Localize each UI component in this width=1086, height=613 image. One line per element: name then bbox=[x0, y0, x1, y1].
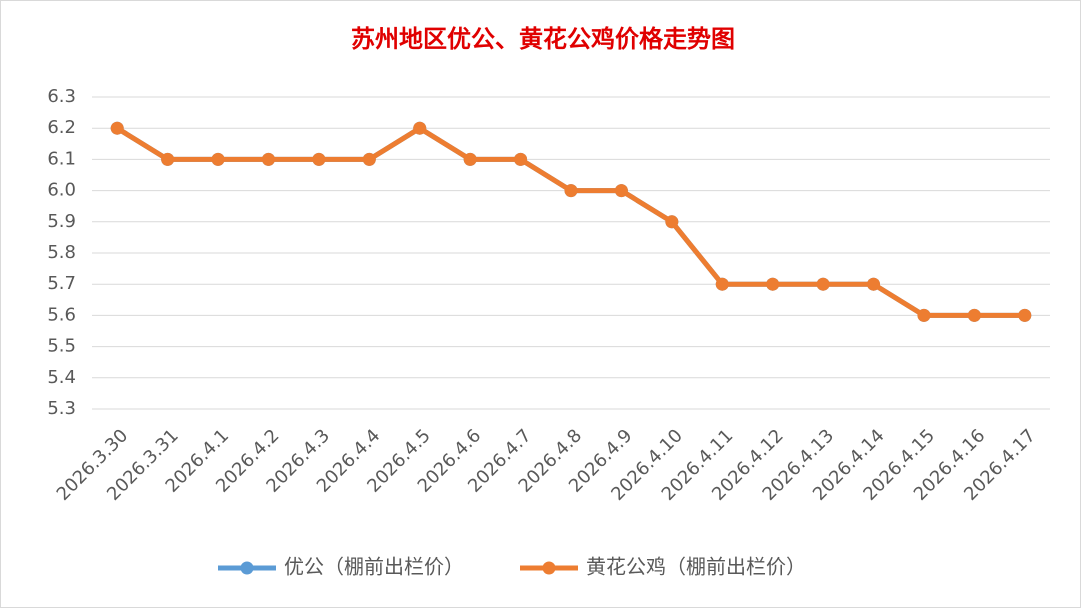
chart-title: 苏州地区优公、黄花公鸡价格走势图 bbox=[351, 25, 735, 53]
data-point bbox=[917, 308, 931, 322]
data-point bbox=[867, 277, 881, 291]
data-point bbox=[766, 277, 780, 291]
data-point bbox=[967, 308, 981, 322]
y-tick-label: 5.3 bbox=[47, 398, 76, 419]
data-point bbox=[211, 152, 225, 166]
data-point bbox=[514, 152, 528, 166]
legend-marker bbox=[542, 561, 556, 575]
y-tick-label: 5.9 bbox=[47, 211, 76, 232]
data-point bbox=[463, 152, 477, 166]
data-point bbox=[614, 184, 628, 198]
y-tick-label: 6.2 bbox=[47, 117, 76, 138]
data-point bbox=[362, 152, 376, 166]
legend-marker bbox=[240, 561, 254, 575]
y-tick-label: 6.3 bbox=[47, 86, 76, 107]
data-point bbox=[564, 184, 578, 198]
y-tick-label: 6.0 bbox=[47, 180, 76, 201]
y-tick-label: 5.6 bbox=[47, 304, 76, 325]
data-point bbox=[110, 121, 124, 135]
legend-label: 优公（棚前出栏价） bbox=[284, 555, 464, 579]
y-tick-label: 5.4 bbox=[47, 367, 76, 388]
data-point bbox=[413, 121, 427, 135]
legend-label: 黄花公鸡（棚前出栏价） bbox=[586, 555, 806, 579]
y-tick-label: 6.1 bbox=[47, 148, 76, 169]
data-point bbox=[715, 277, 729, 291]
y-tick-label: 5.8 bbox=[47, 242, 76, 263]
data-point bbox=[1018, 308, 1032, 322]
data-point bbox=[261, 152, 275, 166]
data-point bbox=[312, 152, 326, 166]
data-point bbox=[161, 152, 175, 166]
y-tick-label: 5.5 bbox=[47, 336, 76, 357]
data-point bbox=[816, 277, 830, 291]
y-tick-label: 5.7 bbox=[47, 273, 76, 294]
data-point bbox=[665, 215, 679, 229]
